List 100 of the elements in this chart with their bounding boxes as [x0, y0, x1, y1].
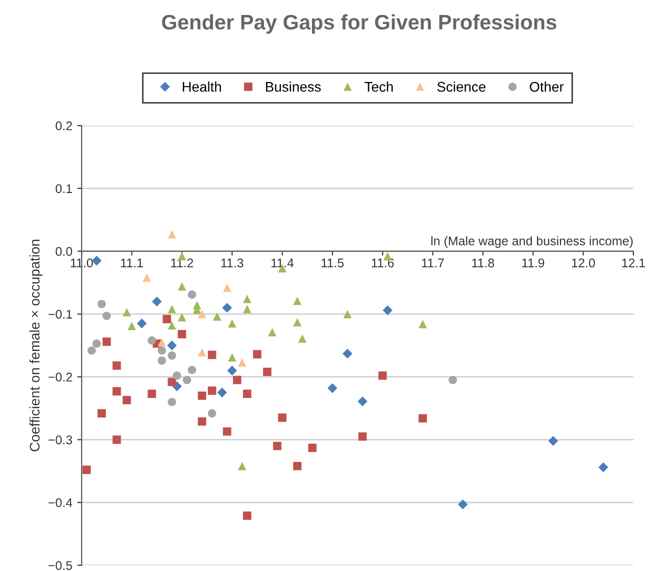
x-tick-label: 12.0	[572, 258, 595, 268]
point	[458, 499, 468, 510]
y-tick-label: −0.2	[48, 372, 72, 382]
point	[268, 328, 276, 336]
point	[102, 338, 111, 346]
point	[122, 396, 131, 404]
point	[198, 417, 206, 426]
point	[98, 300, 106, 308]
point	[148, 390, 156, 398]
point	[217, 388, 227, 398]
y-tick-label: −0.1	[48, 310, 72, 319]
point	[162, 314, 172, 324]
y-axis-title: Coefficient on female × occupation	[29, 240, 42, 452]
y-tick-label: 0.2	[56, 121, 72, 130]
point	[208, 409, 216, 418]
point	[142, 273, 152, 282]
point	[198, 392, 206, 400]
point	[278, 414, 286, 422]
point	[238, 358, 246, 367]
point	[242, 512, 252, 520]
point	[158, 356, 166, 365]
point	[232, 376, 242, 384]
x-tick-label: 11.4	[272, 258, 294, 268]
x-tick-label: 11.9	[522, 258, 544, 268]
point	[358, 432, 367, 441]
point	[198, 348, 206, 357]
point	[102, 312, 111, 320]
point	[343, 310, 352, 318]
point	[172, 371, 182, 380]
point	[308, 444, 317, 452]
point	[273, 442, 282, 450]
point	[263, 368, 272, 376]
point	[128, 322, 136, 330]
point	[242, 390, 252, 398]
y-tick-label: 0.1	[56, 184, 72, 194]
x-tick-label: 11.3	[221, 258, 244, 268]
point	[222, 284, 232, 292]
point	[112, 436, 121, 444]
point	[298, 334, 307, 343]
point	[222, 302, 232, 313]
legend-label: Health	[182, 82, 221, 92]
point	[253, 350, 262, 358]
point	[228, 319, 236, 328]
point	[208, 386, 216, 395]
point	[198, 310, 206, 318]
point	[418, 414, 427, 422]
point	[92, 339, 101, 348]
point	[328, 383, 338, 394]
chart-title: Gender Pay Gaps for Given Professions	[162, 14, 556, 34]
y-tick-label: −0.3	[48, 435, 72, 444]
point	[168, 378, 176, 386]
x-tick-label: 12.1	[622, 258, 645, 268]
point	[158, 338, 166, 346]
point	[168, 351, 176, 360]
point	[148, 336, 156, 345]
point	[293, 296, 302, 306]
legend-label: Business	[266, 82, 321, 92]
point	[188, 366, 196, 374]
point	[168, 230, 176, 238]
point	[112, 387, 121, 396]
point	[168, 321, 176, 330]
point	[122, 308, 131, 316]
point	[178, 330, 186, 338]
y-tick-label: 0.0	[56, 247, 72, 256]
x-tick-label: 11.5	[322, 258, 344, 268]
point	[158, 346, 166, 355]
point	[182, 376, 192, 384]
point	[178, 282, 186, 291]
point	[448, 376, 457, 384]
legend-label: Science	[437, 82, 486, 92]
point	[227, 366, 238, 376]
point	[242, 304, 252, 314]
point	[168, 398, 176, 406]
point	[358, 396, 368, 406]
point	[188, 290, 196, 299]
x-tick-label: 11.8	[472, 258, 494, 268]
point	[238, 462, 246, 470]
point	[293, 318, 302, 326]
point	[382, 305, 393, 316]
x-tick-label: 11.7	[422, 258, 444, 268]
legend-label: Other	[530, 82, 564, 92]
point	[548, 436, 558, 446]
legend-label: Tech	[364, 82, 393, 92]
point	[167, 340, 177, 350]
point	[82, 466, 91, 474]
point	[178, 313, 186, 322]
y-tick-label: −0.4	[48, 498, 72, 508]
point	[152, 296, 162, 306]
point	[378, 371, 387, 380]
point	[112, 361, 121, 370]
x-tick-label: 11.1	[121, 258, 143, 268]
point	[242, 294, 252, 304]
y-tick-label: −0.5	[48, 561, 72, 570]
point	[418, 320, 427, 328]
point	[228, 353, 236, 362]
point	[598, 462, 608, 472]
point	[87, 346, 96, 355]
point	[168, 304, 176, 314]
point	[293, 462, 302, 470]
point	[136, 318, 147, 328]
